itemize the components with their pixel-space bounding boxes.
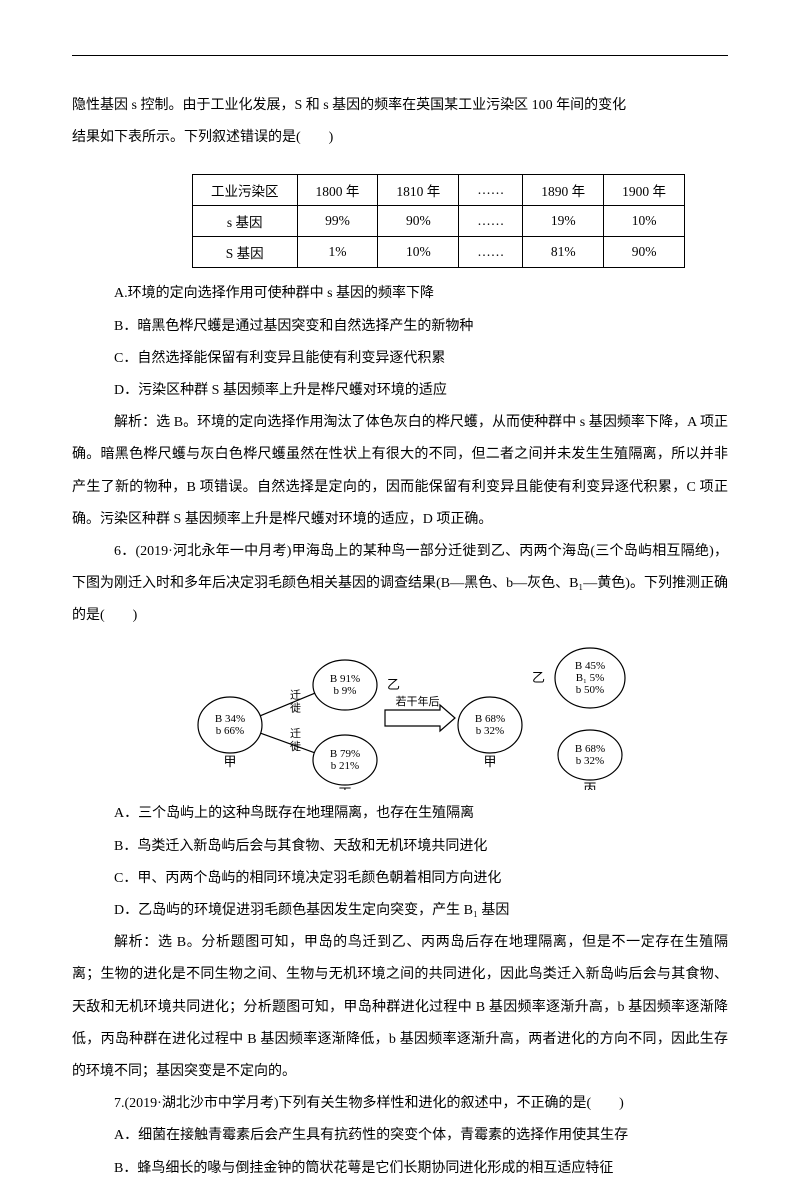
svg-text:b 50%: b 50% <box>576 684 604 696</box>
q6-option-b: B．鸟类迁入新岛屿后会与其食物、天敌和无机环境共同进化 <box>72 831 728 863</box>
q6-option-d: D．乙岛屿的环境促进羽毛颜色基因发生定向突变，产生 B₁ 基因 <box>72 895 728 927</box>
table-cell: 10% <box>604 206 685 237</box>
option-b: B．暗黑色桦尺蠖是通过基因突变和自然选择产生的新物种 <box>72 311 728 343</box>
svg-text:乙: 乙 <box>532 670 545 685</box>
analysis-1: 解析：选 B。环境的定向选择作用淘汰了体色灰白的桦尺蠖，从而使种群中 s 基因频… <box>72 407 728 536</box>
svg-text:甲: 甲 <box>223 754 236 769</box>
table-cell: 1890 年 <box>523 175 604 206</box>
table-cell: …… <box>459 175 523 206</box>
diagram-svg: 迁徙迁徙若干年后B 34%b 66%甲B 91%b 9%乙B 79%b 21%丙… <box>170 640 630 790</box>
svg-text:b 32%: b 32% <box>476 725 504 737</box>
table-cell: 90% <box>378 206 459 237</box>
svg-text:迁: 迁 <box>290 727 301 740</box>
svg-text:若干年后: 若干年后 <box>396 694 440 708</box>
intro-line-1: 隐性基因 s 控制。由于工业化发展，S 和 s 基因的频率在英国某工业污染区 1… <box>72 90 728 122</box>
option-a: A.环境的定向选择作用可使种群中 s 基因的频率下降 <box>72 278 728 310</box>
svg-text:B 79%: B 79% <box>330 748 360 760</box>
option-d: D．污染区种群 S 基因频率上升是桦尺蠖对环境的适应 <box>72 375 728 407</box>
svg-text:甲: 甲 <box>483 754 496 769</box>
table-cell: …… <box>459 206 523 237</box>
svg-text:B 45%: B 45% <box>575 660 605 672</box>
table-cell: 90% <box>604 237 685 268</box>
svg-text:b 21%: b 21% <box>331 760 359 772</box>
svg-text:B 68%: B 68% <box>475 713 505 725</box>
table-cell: 1810 年 <box>378 175 459 206</box>
table-cell: 81% <box>523 237 604 268</box>
table-row: S 基因 1% 10% …… 81% 90% <box>193 237 685 268</box>
table-cell: 10% <box>378 237 459 268</box>
intro-line-2: 结果如下表所示。下列叙述错误的是( ) <box>72 122 728 154</box>
svg-text:b 66%: b 66% <box>216 725 244 737</box>
svg-text:丙: 丙 <box>583 781 596 790</box>
table-header-row: 工业污染区 1800 年 1810 年 …… 1890 年 1900 年 <box>193 175 685 206</box>
svg-text:B 34%: B 34% <box>215 713 245 725</box>
svg-text:b 32%: b 32% <box>576 755 604 767</box>
table-cell: 19% <box>523 206 604 237</box>
gene-frequency-table: 工业污染区 1800 年 1810 年 …… 1890 年 1900 年 s 基… <box>192 174 685 268</box>
q6-option-c: C．甲、丙两个岛屿的相同环境决定羽毛颜色朝着相同方向进化 <box>72 863 728 895</box>
table-cell: …… <box>459 237 523 268</box>
svg-text:B 68%: B 68% <box>575 743 605 755</box>
table-cell: S 基因 <box>193 237 298 268</box>
spacer <box>72 70 728 90</box>
table-cell: 1900 年 <box>604 175 685 206</box>
svg-text:b 9%: b 9% <box>334 685 357 697</box>
q7-option-b: B．蜂鸟细长的喙与倒挂金钟的筒状花萼是它们长期协同进化形成的相互适应特征 <box>72 1153 728 1185</box>
svg-text:B 91%: B 91% <box>330 673 360 685</box>
svg-text:B₁ 5%: B₁ 5% <box>576 672 605 684</box>
analysis-6: 解析：选 B。分析题图可知，甲岛的鸟迁到乙、丙两岛后存在地理隔离，但是不一定存在… <box>72 927 728 1088</box>
island-diagram: 迁徙迁徙若干年后B 34%b 66%甲B 91%b 9%乙B 79%b 21%丙… <box>72 640 728 790</box>
svg-text:徙: 徙 <box>290 702 301 715</box>
table-cell: 1% <box>297 237 378 268</box>
table-cell: 99% <box>297 206 378 237</box>
svg-text:乙: 乙 <box>387 677 400 692</box>
svg-text:丙: 丙 <box>338 786 351 790</box>
q7-option-a: A．细菌在接触青霉素后会产生具有抗药性的突变个体，青霉素的选择作用使其生存 <box>72 1120 728 1152</box>
svg-text:迁: 迁 <box>290 689 301 702</box>
spacer <box>72 154 728 164</box>
header-rule <box>72 55 728 56</box>
option-c: C．自然选择能保留有利变异且能使有利变异逐代积累 <box>72 343 728 375</box>
table-cell: s 基因 <box>193 206 298 237</box>
q6-option-a: A．三个岛屿上的这种鸟既存在地理隔离，也存在生殖隔离 <box>72 798 728 830</box>
q7-stem: 7.(2019·湖北沙市中学月考)下列有关生物多样性和进化的叙述中，不正确的是(… <box>72 1088 728 1120</box>
table-row: s 基因 99% 90% …… 19% 10% <box>193 206 685 237</box>
table-cell: 1800 年 <box>297 175 378 206</box>
q6-stem: 6．(2019·河北永年一中月考)甲海岛上的某种鸟一部分迁徙到乙、丙两个海岛(三… <box>72 536 728 633</box>
svg-text:徙: 徙 <box>290 740 301 753</box>
table-cell: 工业污染区 <box>193 175 298 206</box>
